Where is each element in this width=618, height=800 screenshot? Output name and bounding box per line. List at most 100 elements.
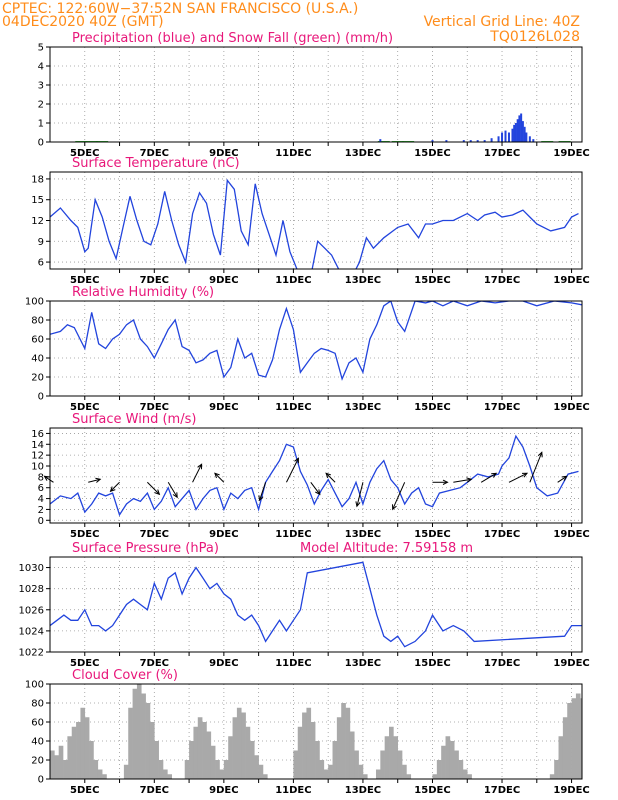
precip-bar (513, 124, 516, 142)
x-tick-label: 11DEC (275, 658, 311, 669)
wind-arrow (167, 482, 178, 498)
wind-arrow (529, 452, 543, 483)
precip-bar (431, 140, 434, 142)
y-tick-label: 40 (31, 354, 44, 365)
x-tick-label: 15DEC (414, 785, 450, 796)
x-tick-label: 13DEC (345, 658, 381, 669)
y-tick-label: 12 (31, 216, 44, 227)
precip-bar (476, 140, 479, 142)
x-tick-label: 7DEC (140, 658, 169, 669)
series-line (50, 561, 582, 648)
wind-arrow (356, 482, 364, 507)
precip-bar (497, 136, 500, 142)
cloud-bar (215, 760, 220, 779)
y-tick-label: 12 (31, 451, 44, 462)
panel-title: Cloud Cover (%) (72, 668, 178, 683)
cloud-bar (402, 764, 407, 779)
x-tick-label: 5DEC (70, 275, 99, 286)
x-tick-label: 7DEC (140, 402, 169, 413)
cloud-bar (445, 736, 451, 779)
cloud-bar (319, 760, 325, 779)
cloud-bar (132, 688, 138, 779)
wind-arrow-head (355, 501, 361, 508)
panel-frame (49, 300, 583, 397)
y-tick-label: 5 (38, 43, 44, 54)
x-tick-label: 17DEC (484, 275, 520, 286)
cloud-bar (228, 736, 233, 779)
precip-bar (445, 140, 448, 142)
cloud-bar (184, 760, 190, 779)
wind-arrow-head (43, 475, 50, 481)
cloud-bar (302, 712, 307, 779)
y-tick-label: 2 (38, 505, 44, 516)
y-tick-label: 3 (38, 81, 44, 92)
cloud-bar (241, 712, 246, 779)
precip-bar (523, 126, 526, 142)
y-tick-label: 15 (31, 195, 44, 206)
panel-annotation: Model Altitude: 7.59158 m (300, 541, 473, 556)
panel-data (50, 434, 579, 517)
x-tick-label: 13DEC (345, 529, 381, 540)
y-tick-label: 0 (38, 775, 44, 786)
cloud-bar (341, 703, 346, 779)
x-tick-label: 15DEC (414, 402, 450, 413)
panel-1: Precipitation (blue) and Snow Fall (gree… (38, 31, 590, 159)
x-tick-label: 19DEC (553, 148, 589, 159)
cloud-bar (50, 750, 55, 779)
cloud-bar (354, 750, 359, 779)
precip-bar (511, 128, 514, 142)
precip-bar (518, 115, 521, 142)
header-vertical-grid: Vertical Grid Line: 40Z (424, 14, 580, 30)
y-tick-label: 80 (31, 316, 44, 327)
x-tick-label: 9DEC (209, 785, 238, 796)
y-tick-label: 60 (31, 335, 44, 346)
wind-arrow-head (491, 472, 498, 478)
wind-arrow (557, 475, 567, 483)
panel-5: Surface Pressure (hPa) Model Altitude: 7.… (19, 541, 590, 669)
cloud-bar (362, 774, 368, 779)
wind-arrow (285, 458, 299, 483)
cloud-bar (193, 726, 199, 779)
y-tick-label: 4 (38, 494, 44, 505)
y-tick-label: 18 (31, 174, 44, 185)
cloud-bar (58, 745, 64, 779)
wind-arrow-head (214, 472, 220, 479)
precip-bar (379, 139, 382, 142)
cloud-bar (293, 750, 299, 779)
x-tick-label: 15DEC (414, 658, 450, 669)
cloud-bar (197, 717, 203, 779)
panels: Precipitation (blue) and Snow Fall (gree… (19, 31, 611, 796)
precip-bar (483, 140, 486, 142)
cloud-bar (158, 760, 164, 779)
wind-arrow (480, 472, 497, 483)
cloud-bar (84, 717, 90, 779)
x-tick-label: 9DEC (209, 529, 238, 540)
x-tick-label: 13DEC (345, 785, 381, 796)
x-tick-label: 11DEC (275, 402, 311, 413)
y-tick-label: 6 (38, 258, 44, 269)
panel-data (50, 301, 582, 381)
cloud-bar (380, 750, 385, 779)
cloud-bar (297, 726, 303, 779)
cloud-bar (71, 726, 77, 779)
panel-6: Cloud Cover (%) 0 20 40 60 80 100 5DEC 7DEC 9DEC 1… (25, 668, 611, 796)
x-tick-label: 19DEC (553, 402, 589, 413)
cloud-bar (332, 741, 338, 779)
panel-title: Surface Pressure (hPa) (72, 541, 219, 556)
x-tick-label: 15DEC (414, 529, 450, 540)
wind-arrow (147, 481, 160, 495)
cloud-bar (358, 764, 364, 779)
x-tick-label: 17DEC (484, 148, 520, 159)
cloud-bar (389, 726, 394, 779)
precip-bar (490, 138, 493, 142)
x-tick-label: 17DEC (484, 658, 520, 669)
cloud-bar (606, 698, 611, 779)
y-tick-label: 0 (38, 138, 44, 149)
x-tick-label: 9DEC (209, 658, 238, 669)
precip-bar (507, 132, 510, 142)
wind-arrow (508, 472, 528, 483)
y-tick-label: 9 (38, 237, 44, 248)
y-tick-label: 10 (31, 462, 44, 473)
x-tick-label: 19DEC (553, 658, 589, 669)
cloud-bar (554, 760, 559, 779)
